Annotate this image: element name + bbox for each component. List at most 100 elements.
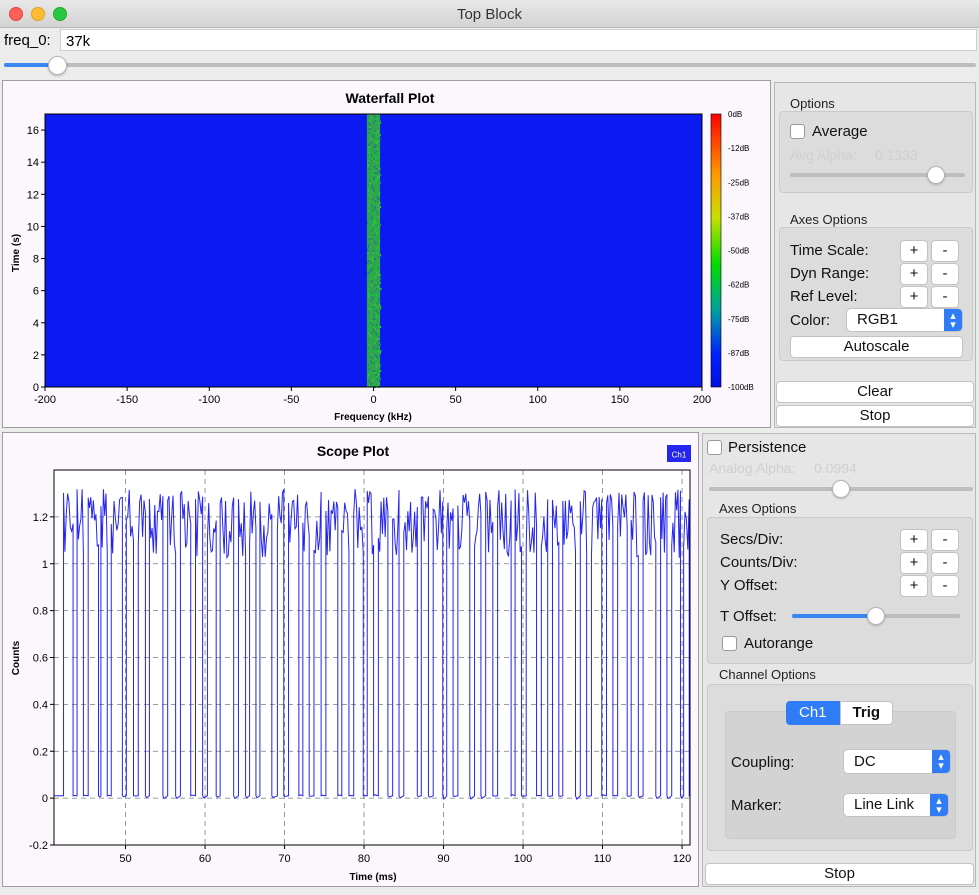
y-offset-minus-button[interactable]: -: [931, 575, 959, 597]
waterfall-signal-speck: [371, 296, 373, 298]
legend-ch1-label: Ch1: [672, 451, 687, 460]
waterfall-signal-speck: [372, 370, 374, 372]
tab-ch1[interactable]: Ch1: [786, 701, 840, 725]
colorbar-tick-label: -100dB: [728, 383, 754, 392]
waterfall-signal-speck: [370, 218, 372, 220]
waterfall-signal-speck: [368, 146, 371, 148]
analog-alpha-handle[interactable]: [832, 480, 850, 498]
waterfall-signal-speck: [372, 298, 374, 300]
waterfall-signal-speck: [369, 164, 371, 166]
waterfall-signal-speck: [379, 202, 381, 204]
waterfall-xtick-label: -100: [198, 394, 220, 406]
secs-div-plus-button[interactable]: +: [900, 529, 928, 551]
waterfall-signal-speck: [367, 178, 370, 180]
waterfall-signal-speck: [378, 168, 381, 170]
waterfall-signal-speck: [379, 254, 381, 256]
waterfall-signal-speck: [368, 232, 371, 234]
waterfall-signal-speck: [367, 190, 370, 192]
waterfall-signal-speck: [377, 338, 379, 340]
waterfall-signal-speck: [375, 262, 377, 264]
waterfall-signal-speck: [369, 120, 371, 122]
waterfall-signal-speck: [367, 360, 369, 362]
avg-alpha-slider[interactable]: [790, 166, 965, 184]
waterfall-signal-speck: [376, 248, 379, 250]
waterfall-signal-speck: [372, 174, 375, 176]
waterfall-signal-speck: [368, 310, 370, 312]
tab-trig[interactable]: Trig: [839, 701, 894, 725]
waterfall-signal-speck: [375, 172, 377, 174]
waterfall-signal-speck: [378, 170, 381, 172]
time-scale-minus-button[interactable]: -: [931, 240, 959, 262]
average-checkbox[interactable]: [790, 124, 805, 139]
waterfall-signal-speck: [373, 178, 375, 180]
waterfall-signal-speck: [374, 216, 376, 218]
waterfall-signal-speck: [378, 152, 380, 154]
waterfall-signal-speck: [377, 340, 379, 342]
waterfall-signal-speck: [373, 234, 376, 236]
waterfall-signal-speck: [378, 138, 380, 140]
avg-alpha-handle[interactable]: [926, 166, 945, 184]
waterfall-ytick-label: 14: [27, 157, 39, 169]
waterfall-clear-button[interactable]: Clear: [776, 381, 974, 403]
waterfall-ytick-label: 2: [33, 350, 39, 362]
freq-input[interactable]: 37k: [60, 29, 977, 51]
scope-ytick-label: 1.2: [33, 512, 48, 524]
waterfall-signal-speck: [376, 378, 379, 380]
waterfall-signal-speck: [379, 134, 381, 136]
autoscale-button[interactable]: Autoscale: [790, 336, 963, 358]
freq-slider-handle[interactable]: [47, 56, 67, 75]
time-scale-plus-button[interactable]: +: [900, 240, 928, 262]
waterfall-signal-speck: [375, 366, 378, 368]
waterfall-signal-speck: [378, 336, 380, 338]
dyn-range-minus-button[interactable]: -: [931, 263, 959, 285]
close-window-button[interactable]: [9, 7, 23, 21]
ref-level-minus-button[interactable]: -: [931, 286, 959, 308]
freq-slider[interactable]: [4, 56, 976, 75]
waterfall-signal-speck: [368, 210, 370, 212]
t-offset-handle[interactable]: [867, 607, 885, 625]
waterfall-signal-speck: [374, 304, 376, 306]
waterfall-signal-speck: [375, 242, 377, 244]
channel-options-group: Coupling: DC ▴ ▾ Marker: Line Link ▴ ▾ Ch1…: [707, 684, 973, 851]
minimize-window-button[interactable]: [31, 7, 45, 21]
waterfall-signal-speck: [372, 124, 375, 126]
scope-stop-button[interactable]: Stop: [705, 863, 974, 885]
t-offset-slider[interactable]: [792, 607, 960, 625]
y-offset-plus-button[interactable]: +: [900, 575, 928, 597]
waterfall-signal-speck: [377, 172, 379, 174]
coupling-select[interactable]: DC ▴ ▾: [843, 749, 951, 774]
waterfall-signal-speck: [374, 342, 376, 344]
counts-div-minus-button[interactable]: -: [931, 552, 959, 574]
colorbar-tick-label: -50dB: [728, 247, 749, 256]
waterfall-signal-speck: [373, 346, 375, 348]
waterfall-signal-speck: [379, 282, 381, 284]
waterfall-signal-speck: [373, 208, 376, 210]
waterfall-signal-speck: [371, 380, 374, 382]
waterfall-signal-speck: [370, 184, 373, 186]
autorange-checkbox[interactable]: [722, 636, 737, 651]
waterfall-signal-speck: [371, 304, 374, 306]
color-select[interactable]: RGB1 ▴ ▾: [846, 308, 963, 332]
maximize-window-button[interactable]: [53, 7, 67, 21]
waterfall-stop-button[interactable]: Stop: [776, 405, 974, 427]
persistence-checkbox[interactable]: [707, 440, 722, 455]
waterfall-signal-speck: [375, 158, 377, 160]
waterfall-signal-speck: [374, 284, 376, 286]
waterfall-signal-speck: [372, 360, 375, 362]
waterfall-chart: Waterfall Plot -200 -150 -100 -50 0 50 100 150 2…: [11, 90, 754, 423]
dyn-range-plus-button[interactable]: +: [900, 263, 928, 285]
waterfall-signal-speck: [378, 340, 380, 342]
secs-div-minus-button[interactable]: -: [931, 529, 959, 551]
waterfall-signal-speck: [377, 208, 380, 210]
waterfall-signal-speck: [377, 330, 379, 332]
marker-select[interactable]: Line Link ▴ ▾: [843, 793, 949, 817]
waterfall-signal-speck: [377, 242, 379, 244]
counts-div-plus-button[interactable]: +: [900, 552, 928, 574]
waterfall-signal-speck: [373, 220, 375, 222]
waterfall-signal-speck: [372, 134, 375, 136]
waterfall-signal-speck: [368, 224, 370, 226]
waterfall-signal-speck: [377, 204, 379, 206]
ref-level-plus-button[interactable]: +: [900, 286, 928, 308]
waterfall-signal-speck: [372, 318, 375, 320]
analog-alpha-slider[interactable]: [709, 480, 973, 498]
